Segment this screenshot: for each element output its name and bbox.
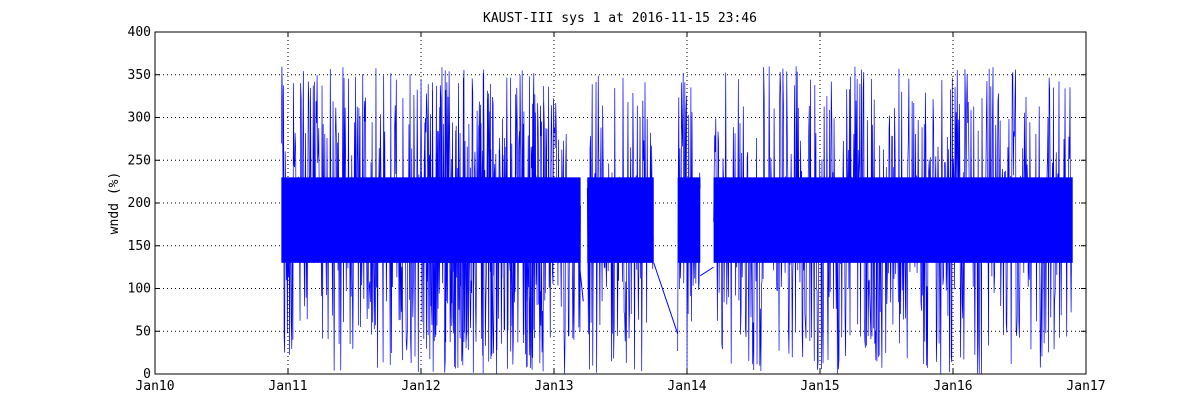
x-tick-label: Jan14	[667, 379, 706, 394]
series	[281, 66, 1073, 374]
series-gap-line	[653, 262, 679, 334]
x-axis: Jan10 Jan11 Jan12 Jan13 Jan14 Jan15 Jan16 Jan17	[135, 32, 1106, 394]
y-tick-label: 300	[128, 111, 151, 126]
series-line	[586, 75, 654, 373]
series-line	[677, 72, 701, 369]
chart-title: KAUST-III sys 1 at 2016-11-15 23:46	[483, 11, 757, 26]
x-tick-label: Jan15	[800, 379, 839, 394]
y-tick-label: 200	[128, 196, 151, 211]
y-axis-label: wndd (%)	[107, 172, 122, 235]
y-tick-label: 50	[135, 324, 151, 339]
y-tick-label: 150	[128, 239, 151, 254]
y-tick-label: 0	[143, 367, 151, 382]
x-tick-label: Jan17	[1066, 379, 1105, 394]
x-tick-label: Jan10	[135, 379, 174, 394]
series-gap-line	[700, 266, 714, 277]
y-axis: 0 50 100 150 200 250 300 350 400	[128, 25, 1086, 382]
y-tick-label: 400	[128, 25, 151, 40]
y-tick-label: 100	[128, 282, 151, 297]
x-tick-label: Jan12	[401, 379, 440, 394]
series-line	[713, 66, 1073, 374]
y-tick-label: 250	[128, 153, 151, 168]
series-line	[420, 69, 581, 374]
series-gap-line	[576, 237, 584, 302]
x-tick-label: Jan11	[268, 379, 307, 394]
x-tick-label: Jan13	[534, 379, 573, 394]
y-tick-label: 350	[128, 68, 151, 83]
x-tick-label: Jan16	[933, 379, 972, 394]
